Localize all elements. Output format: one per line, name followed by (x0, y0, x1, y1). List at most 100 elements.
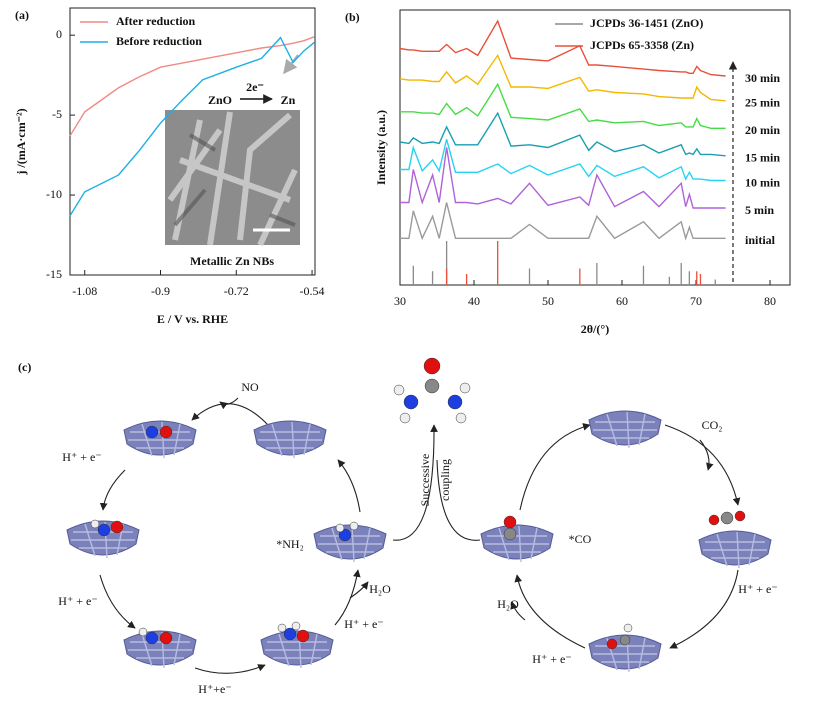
atom (159, 631, 173, 645)
catalyst-slab (253, 420, 327, 456)
slab-lattice (485, 525, 549, 563)
inset: ZnO 2e⁻ Zn Metallic Zn NBs (165, 54, 300, 268)
x-tick-label: -1.08 (72, 284, 97, 298)
series-line (69, 36, 315, 137)
x-tick-label: 40 (468, 294, 480, 308)
panel-label: (c) (18, 360, 31, 374)
atom (110, 520, 124, 534)
water-label: H₂O (369, 582, 391, 596)
reaction-label: 2e⁻ (246, 80, 264, 94)
atom (277, 623, 287, 633)
output-arrow (349, 581, 369, 599)
series-line (400, 139, 726, 182)
atom (90, 519, 100, 529)
diagram: (c) NO H⁺ + e⁻ H⁺ + e⁻ H⁺+e⁻ H⁺ + e⁻ H₂O… (18, 357, 778, 696)
cycle-arrow (99, 574, 136, 629)
slab-lattice (703, 531, 767, 569)
slab-lattice (128, 631, 192, 669)
plot-frame (399, 9, 791, 286)
atom (97, 523, 111, 537)
series-label: 10 min (745, 175, 780, 189)
x-tick-label: 50 (542, 294, 554, 308)
x-axis-label: 2θ/(°) (581, 322, 609, 336)
atom (619, 634, 631, 646)
atom (296, 629, 310, 643)
legend-label: Before reduction (116, 34, 202, 48)
slab-lattice (593, 411, 657, 449)
atom (606, 638, 618, 650)
coupling-arrow (436, 459, 481, 541)
catalyst-slab (480, 524, 554, 560)
atom (503, 527, 517, 541)
step-label: H⁺ + e⁻ (738, 582, 777, 596)
atom (447, 394, 463, 410)
atom (623, 623, 633, 633)
x-tick-label: -0.9 (151, 284, 170, 298)
atom (423, 357, 441, 375)
series-label: initial (745, 233, 776, 247)
cycle-arrow (99, 469, 126, 511)
cycle-arrow (519, 423, 591, 511)
plot-frame (69, 7, 316, 276)
cycle-arrow (194, 664, 266, 674)
x-axis-label: E / V vs. RHE (157, 312, 228, 326)
coupling-label: coupling (438, 459, 452, 501)
cycle-arrow (191, 403, 269, 426)
atom (720, 511, 734, 525)
image-caption: Metallic Zn NBs (190, 254, 274, 268)
y-axis-label: j /(mA·cm⁻²) (14, 108, 28, 175)
atom (459, 382, 471, 394)
series-line (399, 53, 726, 102)
atom (145, 631, 159, 645)
sem-texture (167, 111, 298, 247)
series-line (69, 36, 315, 217)
slab-lattice (258, 421, 322, 459)
atom (455, 412, 467, 424)
step-label: H⁺ + e⁻ (532, 652, 571, 666)
cycle-arrow (337, 459, 361, 513)
catalyst-slab (123, 420, 197, 456)
input-arrow (699, 439, 714, 471)
catalyst-slab (588, 410, 662, 446)
input-arrow (219, 397, 239, 410)
x-tick-label: 30 (394, 294, 406, 308)
y-axis-label: Intensity (a.u.) (374, 110, 388, 185)
reactant-label: NO (241, 380, 259, 394)
catalyst-slab (698, 530, 772, 566)
atom (159, 425, 173, 439)
atom (403, 394, 419, 410)
cycle-arrow (514, 574, 586, 649)
coupling-arrow (392, 424, 438, 541)
atom (393, 384, 405, 396)
x-tick-label: -0.72 (224, 284, 249, 298)
intermediate-label: *CO (569, 532, 592, 546)
x-tick-label: 60 (616, 294, 628, 308)
atom (424, 378, 440, 394)
atom (734, 510, 746, 522)
output-arrow (510, 601, 526, 621)
catalyst-slab (123, 630, 197, 666)
legend-label: JCPDs 65-3358 (Zn) (590, 38, 694, 52)
pointer-arrow (283, 54, 299, 75)
series-label: 25 min (745, 96, 780, 110)
intermediate-label: *NH₂ (276, 537, 304, 551)
legend-label: After reduction (116, 14, 196, 28)
atom (138, 627, 148, 637)
water-label: H₂O (497, 597, 519, 611)
series-line (399, 19, 726, 77)
x-tick-label: 70 (690, 294, 702, 308)
series-label: 15 min (745, 151, 780, 165)
series-line (399, 111, 726, 157)
atom (283, 627, 297, 641)
coupling-label: Successive (418, 454, 432, 507)
slab-lattice (265, 631, 329, 669)
slab-lattice (593, 635, 657, 673)
step-label: H⁺ + e⁻ (62, 450, 101, 464)
atom (708, 514, 720, 526)
cycle-arrow (669, 569, 739, 649)
atom (338, 528, 352, 542)
catalyst-slab (313, 524, 387, 560)
atom (503, 515, 517, 529)
atom (291, 621, 301, 631)
